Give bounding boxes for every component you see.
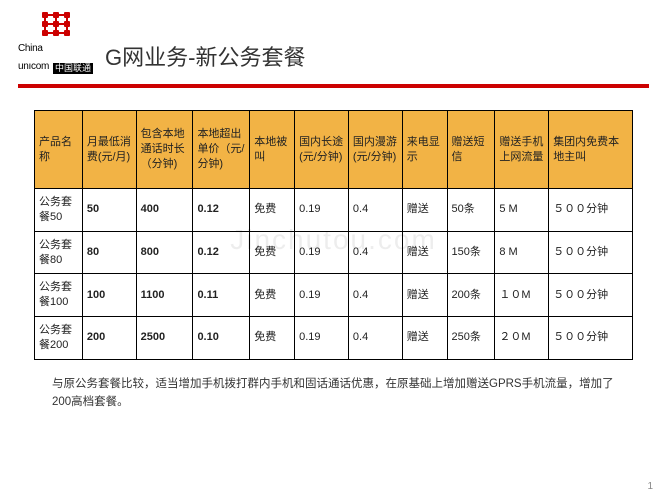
logo-en1: China (18, 43, 43, 54)
col-1: 月最低消费(元/月) (82, 111, 136, 189)
cell: ５００分钟 (549, 317, 633, 360)
cell: 0.4 (348, 274, 402, 317)
cell: 赠送 (402, 274, 447, 317)
page-title: G网业务-新公务套餐 (105, 40, 305, 74)
footnote: 与原公务套餐比较，适当增加手机拨打群内手机和固话通话优惠，在原基础上增加赠送GP… (0, 360, 667, 412)
page-number: 1 (647, 481, 653, 492)
cell: 200 (82, 317, 136, 360)
cell: ２０M (495, 317, 549, 360)
cell: 0.4 (348, 189, 402, 232)
cell: 0.4 (348, 317, 402, 360)
cell: 80 (82, 231, 136, 274)
logo: China unıcom 中国联通 (18, 10, 93, 74)
cell: 免费 (250, 189, 295, 232)
cell: 赠送 (402, 231, 447, 274)
cell: １０M (495, 274, 549, 317)
header: China unıcom 中国联通 G网业务-新公务套餐 (0, 0, 667, 78)
plans-table-wrap: 产品名称月最低消费(元/月)包含本地通话时长（分钟)本地超出单价（元/分钟)本地… (0, 88, 667, 360)
cell: 公务套餐100 (35, 274, 83, 317)
logo-text: China unıcom (18, 38, 49, 74)
col-0: 产品名称 (35, 111, 83, 189)
table-row: 公务套餐10010011000.11免费0.190.4赠送200条１０M５００分… (35, 274, 633, 317)
cell: 0.12 (193, 231, 250, 274)
table-row: 公务套餐80808000.12免费0.190.4赠送150条8 M５００分钟 (35, 231, 633, 274)
cell: 公务套餐200 (35, 317, 83, 360)
col-9: 赠送手机上网流量 (495, 111, 549, 189)
col-6: 国内漫游(元/分钟) (348, 111, 402, 189)
cell: 0.19 (295, 317, 349, 360)
cell: 0.19 (295, 189, 349, 232)
cell: 8 M (495, 231, 549, 274)
cell: 免费 (250, 274, 295, 317)
cell: 250条 (447, 317, 495, 360)
cell: 200条 (447, 274, 495, 317)
logo-en2: unıcom (18, 61, 49, 72)
cell: 5 M (495, 189, 549, 232)
cell: 赠送 (402, 317, 447, 360)
cell: 0.19 (295, 274, 349, 317)
cell: ５００分钟 (549, 274, 633, 317)
col-2: 包含本地通话时长（分钟) (136, 111, 193, 189)
unicom-knot-icon (38, 10, 74, 38)
col-3: 本地超出单价（元/分钟) (193, 111, 250, 189)
cell: 0.12 (193, 189, 250, 232)
cell: 50条 (447, 189, 495, 232)
cell: 免费 (250, 317, 295, 360)
cell: 0.11 (193, 274, 250, 317)
col-8: 赠送短信 (447, 111, 495, 189)
cell: 0.10 (193, 317, 250, 360)
cell: 公务套餐80 (35, 231, 83, 274)
cell: 公务套餐50 (35, 189, 83, 232)
col-7: 来电显示 (402, 111, 447, 189)
cell: ５００分钟 (549, 231, 633, 274)
table-header-row: 产品名称月最低消费(元/月)包含本地通话时长（分钟)本地超出单价（元/分钟)本地… (35, 111, 633, 189)
cell: 2500 (136, 317, 193, 360)
cell: 400 (136, 189, 193, 232)
table-row: 公务套餐20020025000.10免费0.190.4赠送250条２０M５００分… (35, 317, 633, 360)
cell: 0.4 (348, 231, 402, 274)
cell: 50 (82, 189, 136, 232)
cell: ５００分钟 (549, 189, 633, 232)
logo-cn: 中国联通 (53, 63, 93, 74)
cell: 1100 (136, 274, 193, 317)
cell: 800 (136, 231, 193, 274)
cell: 100 (82, 274, 136, 317)
cell: 0.19 (295, 231, 349, 274)
cell: 150条 (447, 231, 495, 274)
table-row: 公务套餐50504000.12免费0.190.4赠送50条5 M５００分钟 (35, 189, 633, 232)
col-5: 国内长途(元/分钟) (295, 111, 349, 189)
col-10: 集团内免费本地主叫 (549, 111, 633, 189)
col-4: 本地被叫 (250, 111, 295, 189)
cell: 免费 (250, 231, 295, 274)
plans-table: 产品名称月最低消费(元/月)包含本地通话时长（分钟)本地超出单价（元/分钟)本地… (34, 110, 633, 360)
cell: 赠送 (402, 189, 447, 232)
